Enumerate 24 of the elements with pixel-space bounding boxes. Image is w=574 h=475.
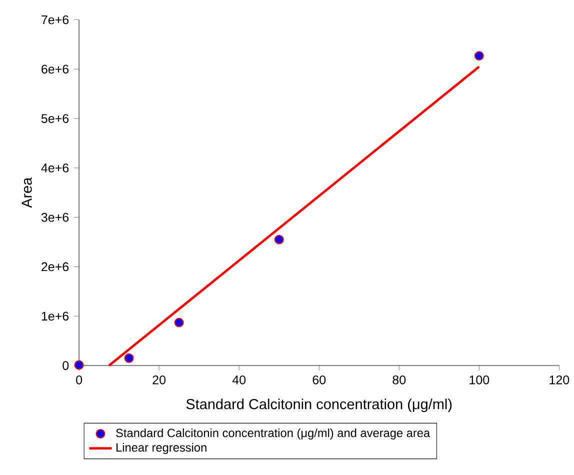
- legend-label: Standard Calcitonin concentration (μg/ml) and average area: [116, 428, 430, 440]
- x-tick-label: 120: [550, 375, 570, 384]
- y-axis-title: Area: [22, 177, 32, 208]
- y-tick-label: 7e+6: [42, 15, 69, 24]
- point: [74, 360, 84, 370]
- y-tick-label: 5e+6: [41, 114, 69, 123]
- point: [174, 318, 184, 328]
- x-axis-title: Standard Calcitonin concentration (μg/ml): [186, 398, 452, 412]
- x-tick-label: 40: [232, 375, 246, 384]
- y-tick-label: 1e+6: [42, 312, 69, 320]
- y-tick-label: 4e+6: [41, 163, 69, 172]
- legend-label: Linear regression: [116, 442, 206, 454]
- y-tick-label: 6e+6: [42, 64, 69, 74]
- point: [274, 234, 284, 244]
- x-tick-label: 0: [76, 375, 82, 384]
- y-tick-label: 2e+6: [42, 262, 69, 272]
- x-tick-label: 100: [470, 375, 490, 384]
- point: [474, 50, 484, 60]
- point: [124, 353, 134, 363]
- x-tick-label: 20: [152, 375, 166, 384]
- x-tick-label: 80: [392, 375, 406, 384]
- x-tick-label: 60: [312, 375, 326, 384]
- y-tick-label: 3e+6: [41, 212, 69, 222]
- y-tick-label: 0: [62, 361, 69, 370]
